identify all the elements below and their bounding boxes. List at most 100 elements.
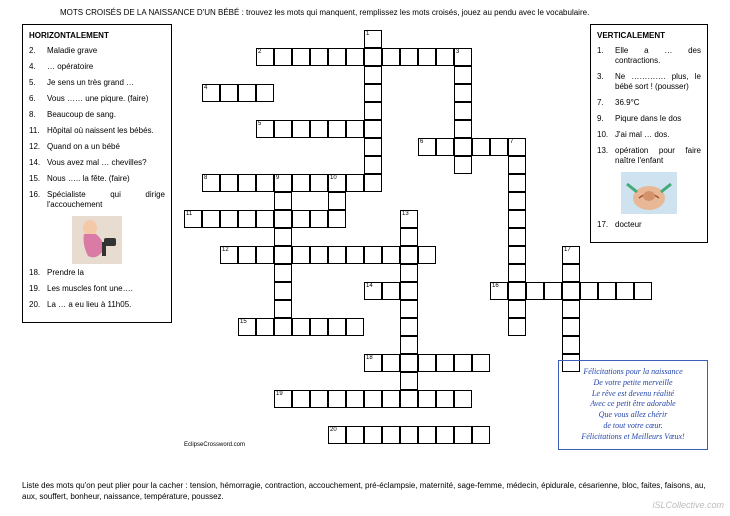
crossword-cell[interactable]	[436, 48, 454, 66]
crossword-cell[interactable]	[220, 210, 238, 228]
crossword-cell[interactable]	[400, 246, 418, 264]
crossword-cell[interactable]	[256, 174, 274, 192]
crossword-cell[interactable]: 17	[562, 246, 580, 264]
crossword-cell[interactable]	[364, 102, 382, 120]
crossword-cell[interactable]	[364, 390, 382, 408]
crossword-cell[interactable]	[472, 138, 490, 156]
crossword-cell[interactable]	[292, 210, 310, 228]
crossword-cell[interactable]	[598, 282, 616, 300]
crossword-cell[interactable]	[562, 336, 580, 354]
crossword-cell[interactable]: 15	[238, 318, 256, 336]
crossword-cell[interactable]	[454, 102, 472, 120]
crossword-cell[interactable]	[274, 318, 292, 336]
crossword-cell[interactable]	[256, 84, 274, 102]
crossword-cell[interactable]	[400, 282, 418, 300]
crossword-cell[interactable]	[508, 300, 526, 318]
crossword-cell[interactable]: 11	[184, 210, 202, 228]
crossword-cell[interactable]	[400, 228, 418, 246]
crossword-cell[interactable]	[364, 138, 382, 156]
crossword-cell[interactable]	[310, 174, 328, 192]
crossword-cell[interactable]	[508, 192, 526, 210]
crossword-cell[interactable]	[436, 354, 454, 372]
crossword-cell[interactable]: 6	[418, 138, 436, 156]
crossword-cell[interactable]	[310, 390, 328, 408]
crossword-cell[interactable]: 8	[202, 174, 220, 192]
crossword-cell[interactable]	[508, 264, 526, 282]
crossword-cell[interactable]: 9	[274, 174, 292, 192]
crossword-cell[interactable]	[436, 138, 454, 156]
crossword-cell[interactable]	[526, 282, 544, 300]
crossword-cell[interactable]: 13	[400, 210, 418, 228]
crossword-cell[interactable]: 16	[490, 282, 508, 300]
crossword-cell[interactable]	[454, 66, 472, 84]
crossword-cell[interactable]	[238, 174, 256, 192]
crossword-cell[interactable]: 4	[202, 84, 220, 102]
crossword-cell[interactable]: 14	[364, 282, 382, 300]
crossword-cell[interactable]	[274, 210, 292, 228]
crossword-cell[interactable]	[364, 66, 382, 84]
crossword-cell[interactable]	[562, 318, 580, 336]
crossword-cell[interactable]	[256, 246, 274, 264]
crossword-cell[interactable]	[292, 318, 310, 336]
crossword-cell[interactable]	[454, 84, 472, 102]
crossword-cell[interactable]	[400, 264, 418, 282]
crossword-cell[interactable]	[328, 318, 346, 336]
crossword-cell[interactable]	[364, 174, 382, 192]
crossword-cell[interactable]	[328, 390, 346, 408]
crossword-cell[interactable]	[364, 48, 382, 66]
crossword-cell[interactable]	[310, 246, 328, 264]
crossword-cell[interactable]	[274, 228, 292, 246]
crossword-cell[interactable]: 3	[454, 48, 472, 66]
crossword-cell[interactable]: 7	[508, 138, 526, 156]
crossword-cell[interactable]	[346, 120, 364, 138]
crossword-cell[interactable]	[346, 318, 364, 336]
crossword-cell[interactable]	[634, 282, 652, 300]
crossword-cell[interactable]	[292, 390, 310, 408]
crossword-cell[interactable]	[364, 156, 382, 174]
crossword-cell[interactable]	[364, 120, 382, 138]
crossword-cell[interactable]	[508, 228, 526, 246]
crossword-cell[interactable]	[310, 48, 328, 66]
crossword-cell[interactable]	[382, 282, 400, 300]
crossword-cell[interactable]	[274, 120, 292, 138]
crossword-cell[interactable]	[418, 390, 436, 408]
crossword-cell[interactable]	[310, 318, 328, 336]
crossword-cell[interactable]	[274, 192, 292, 210]
crossword-cell[interactable]	[346, 426, 364, 444]
crossword-cell[interactable]	[490, 138, 508, 156]
crossword-cell[interactable]	[364, 84, 382, 102]
crossword-cell[interactable]	[472, 354, 490, 372]
crossword-cell[interactable]: 10	[328, 174, 346, 192]
crossword-cell[interactable]	[562, 264, 580, 282]
crossword-cell[interactable]	[292, 246, 310, 264]
crossword-cell[interactable]	[418, 48, 436, 66]
crossword-cell[interactable]	[454, 390, 472, 408]
crossword-cell[interactable]	[562, 300, 580, 318]
crossword-cell[interactable]	[346, 48, 364, 66]
crossword-cell[interactable]	[274, 300, 292, 318]
crossword-cell[interactable]	[292, 174, 310, 192]
crossword-cell[interactable]	[400, 318, 418, 336]
crossword-cell[interactable]	[400, 300, 418, 318]
crossword-cell[interactable]	[382, 426, 400, 444]
crossword-cell[interactable]	[508, 210, 526, 228]
crossword-cell[interactable]	[400, 48, 418, 66]
crossword-cell[interactable]	[382, 246, 400, 264]
crossword-cell[interactable]	[310, 120, 328, 138]
crossword-cell[interactable]	[472, 426, 490, 444]
crossword-cell[interactable]	[400, 390, 418, 408]
crossword-cell[interactable]	[364, 246, 382, 264]
crossword-cell[interactable]	[238, 84, 256, 102]
crossword-cell[interactable]	[328, 210, 346, 228]
crossword-cell[interactable]	[454, 426, 472, 444]
crossword-cell[interactable]: 5	[256, 120, 274, 138]
crossword-cell[interactable]	[346, 390, 364, 408]
crossword-cell[interactable]	[508, 246, 526, 264]
crossword-cell[interactable]	[220, 174, 238, 192]
crossword-cell[interactable]	[454, 138, 472, 156]
crossword-cell[interactable]	[508, 318, 526, 336]
crossword-cell[interactable]	[400, 336, 418, 354]
crossword-cell[interactable]	[400, 426, 418, 444]
crossword-cell[interactable]: 1	[364, 30, 382, 48]
crossword-cell[interactable]	[580, 282, 598, 300]
